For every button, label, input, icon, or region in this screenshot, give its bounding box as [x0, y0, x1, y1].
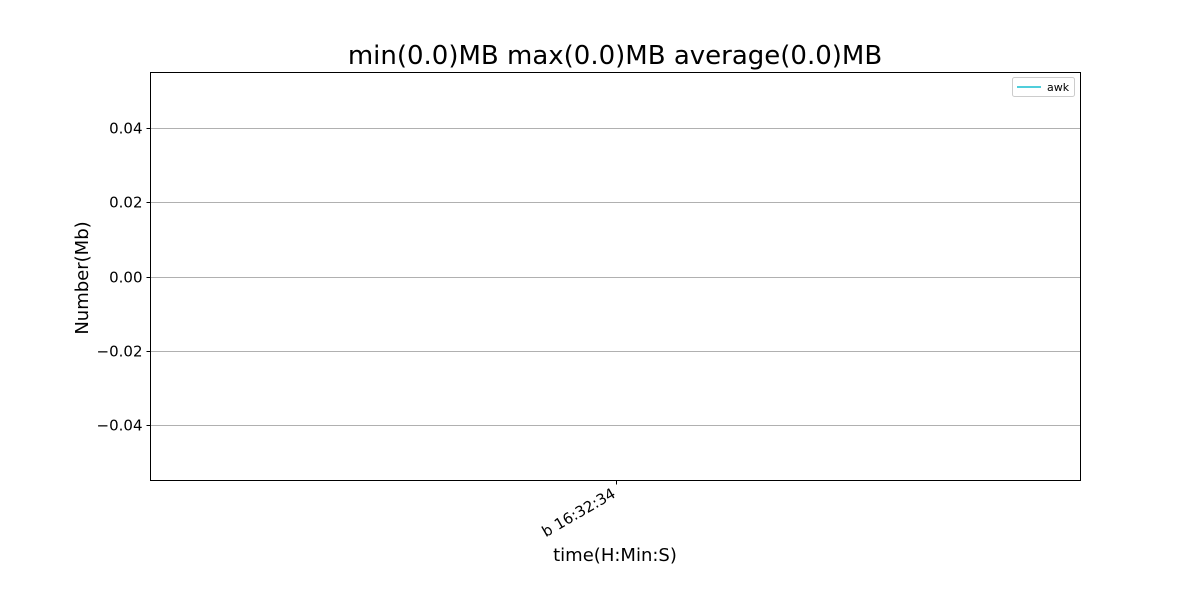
y-axis-label: Number(Mb): [72, 221, 93, 334]
grid-lines: [150, 128, 1081, 426]
legend-box: [1012, 77, 1075, 97]
x-axis-label: time(H:Min:S): [553, 545, 677, 566]
legend: awk: [1012, 77, 1075, 97]
y-tick-label: 0.00: [109, 269, 142, 287]
y-tick-label: 0.02: [109, 194, 142, 212]
chart-title: min(0.0)MB max(0.0)MB average(0.0)MB: [348, 41, 882, 71]
legend-label: awk: [1047, 81, 1070, 94]
plot-area-frame: [150, 72, 1081, 481]
y-axis-ticks: 0.04 0.02 0.00 −0.02 −0.04: [97, 120, 151, 435]
y-tick-label: −0.04: [97, 417, 143, 435]
y-tick-label: −0.02: [97, 343, 143, 361]
y-tick-label: 0.04: [109, 120, 142, 138]
